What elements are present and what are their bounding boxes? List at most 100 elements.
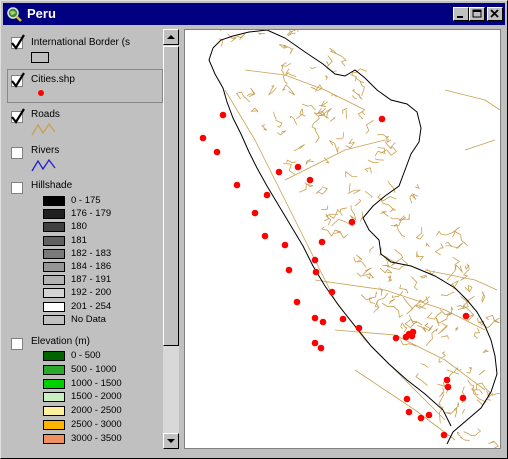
layer-name: Rivers	[31, 145, 60, 156]
layer-checkbox[interactable]	[11, 34, 25, 50]
city-marker[interactable]	[348, 218, 356, 226]
city-marker[interactable]	[378, 115, 386, 123]
legend-swatch	[43, 222, 65, 233]
layer-checkbox[interactable]	[11, 72, 25, 88]
city-marker[interactable]	[263, 191, 271, 199]
city-marker[interactable]	[319, 318, 327, 326]
legend-swatch	[43, 301, 65, 312]
legend-label: 1500 - 2000	[71, 391, 122, 403]
legend-label: 0 - 175	[71, 195, 101, 206]
minimize-icon	[457, 16, 463, 18]
city-marker[interactable]	[311, 314, 319, 322]
legend-label: 180	[71, 221, 87, 233]
layer-name: Elevation (m)	[31, 336, 90, 347]
legend-swatch	[43, 209, 65, 220]
city-marker[interactable]	[444, 383, 452, 391]
layer-name: International Border (s	[31, 37, 130, 48]
city-marker[interactable]	[443, 376, 451, 384]
city-marker[interactable]	[405, 408, 413, 416]
toc-scrollbar[interactable]	[163, 29, 179, 449]
magnifier-globe-icon	[7, 7, 22, 22]
city-marker[interactable]	[403, 395, 411, 403]
window-title: Peru	[27, 6, 56, 21]
checkmark-icon	[11, 72, 25, 88]
city-marker[interactable]	[317, 344, 325, 352]
legend-label: 500 - 1000	[71, 363, 117, 375]
peru-map	[199, 30, 500, 448]
city-marker[interactable]	[199, 134, 207, 142]
city-marker[interactable]	[459, 394, 467, 402]
city-marker[interactable]	[285, 266, 293, 274]
road-network	[218, 30, 500, 448]
city-point-symbol-icon	[38, 90, 44, 96]
layer-checkbox[interactable]	[11, 182, 23, 194]
layer-cities[interactable]: Cities.shp	[7, 69, 163, 103]
road-line-symbol-icon	[31, 122, 56, 136]
layer-checkbox[interactable]	[11, 108, 25, 124]
legend-swatch	[43, 248, 65, 259]
legend-label: 2000 - 2500	[71, 405, 122, 417]
city-marker[interactable]	[312, 268, 320, 276]
cities-layer	[199, 111, 470, 439]
close-icon	[490, 9, 499, 18]
layer-name: Hillshade	[31, 180, 73, 191]
legend-label: 2500 - 3000	[71, 419, 122, 430]
legend-swatch	[43, 420, 65, 430]
checkmark-icon	[11, 108, 25, 124]
city-marker[interactable]	[440, 431, 448, 439]
city-marker[interactable]	[281, 241, 289, 249]
city-marker[interactable]	[339, 315, 347, 323]
city-marker[interactable]	[425, 411, 433, 419]
city-marker[interactable]	[328, 288, 336, 296]
arrow-down-icon	[167, 439, 175, 443]
layer-name: Roads	[31, 109, 60, 120]
city-marker[interactable]	[402, 333, 410, 341]
city-marker[interactable]	[417, 414, 425, 422]
city-marker[interactable]	[392, 334, 400, 342]
city-marker[interactable]	[409, 328, 417, 336]
city-marker[interactable]	[294, 163, 302, 171]
legend-label: 3000 - 3500	[71, 432, 122, 444]
legend-label: 0 - 500	[71, 350, 101, 361]
scroll-down-button[interactable]	[163, 433, 179, 449]
roads-layer	[218, 30, 500, 448]
city-marker[interactable]	[311, 339, 319, 347]
legend-label: 176 - 179	[71, 208, 112, 220]
legend-swatch	[43, 406, 65, 417]
legend-swatch	[43, 196, 65, 206]
city-marker[interactable]	[213, 148, 221, 156]
border-symbol	[31, 52, 49, 63]
close-button[interactable]	[487, 7, 503, 21]
city-marker[interactable]	[293, 298, 301, 306]
title-bar[interactable]: Peru	[3, 3, 505, 25]
checkmark-icon	[11, 34, 25, 50]
maximize-icon	[472, 9, 482, 18]
minimize-button[interactable]	[453, 7, 469, 21]
scroll-thumb[interactable]	[163, 46, 179, 346]
city-marker[interactable]	[462, 312, 470, 320]
international-border	[208, 30, 498, 445]
city-marker[interactable]	[318, 238, 326, 246]
city-marker[interactable]	[251, 209, 259, 217]
city-marker[interactable]	[355, 324, 363, 332]
city-marker[interactable]	[311, 256, 319, 264]
city-marker[interactable]	[233, 181, 241, 189]
scroll-up-button[interactable]	[163, 29, 179, 45]
legend-swatch	[43, 235, 65, 246]
layer-checkbox[interactable]	[11, 338, 23, 350]
maximize-button[interactable]	[469, 7, 485, 21]
city-marker[interactable]	[306, 176, 314, 184]
layer-name: Cities.shp	[31, 74, 75, 85]
legend-swatch	[43, 433, 65, 444]
city-marker[interactable]	[219, 111, 227, 119]
legend-label: 192 - 200	[71, 287, 112, 299]
legend-swatch	[43, 275, 65, 286]
legend-label: No Data	[71, 313, 106, 325]
legend-swatch	[43, 364, 65, 375]
legend-swatch	[43, 351, 65, 361]
layer-checkbox[interactable]	[11, 147, 23, 159]
city-marker[interactable]	[275, 168, 283, 176]
map-view[interactable]	[184, 29, 501, 449]
city-marker[interactable]	[261, 232, 269, 240]
